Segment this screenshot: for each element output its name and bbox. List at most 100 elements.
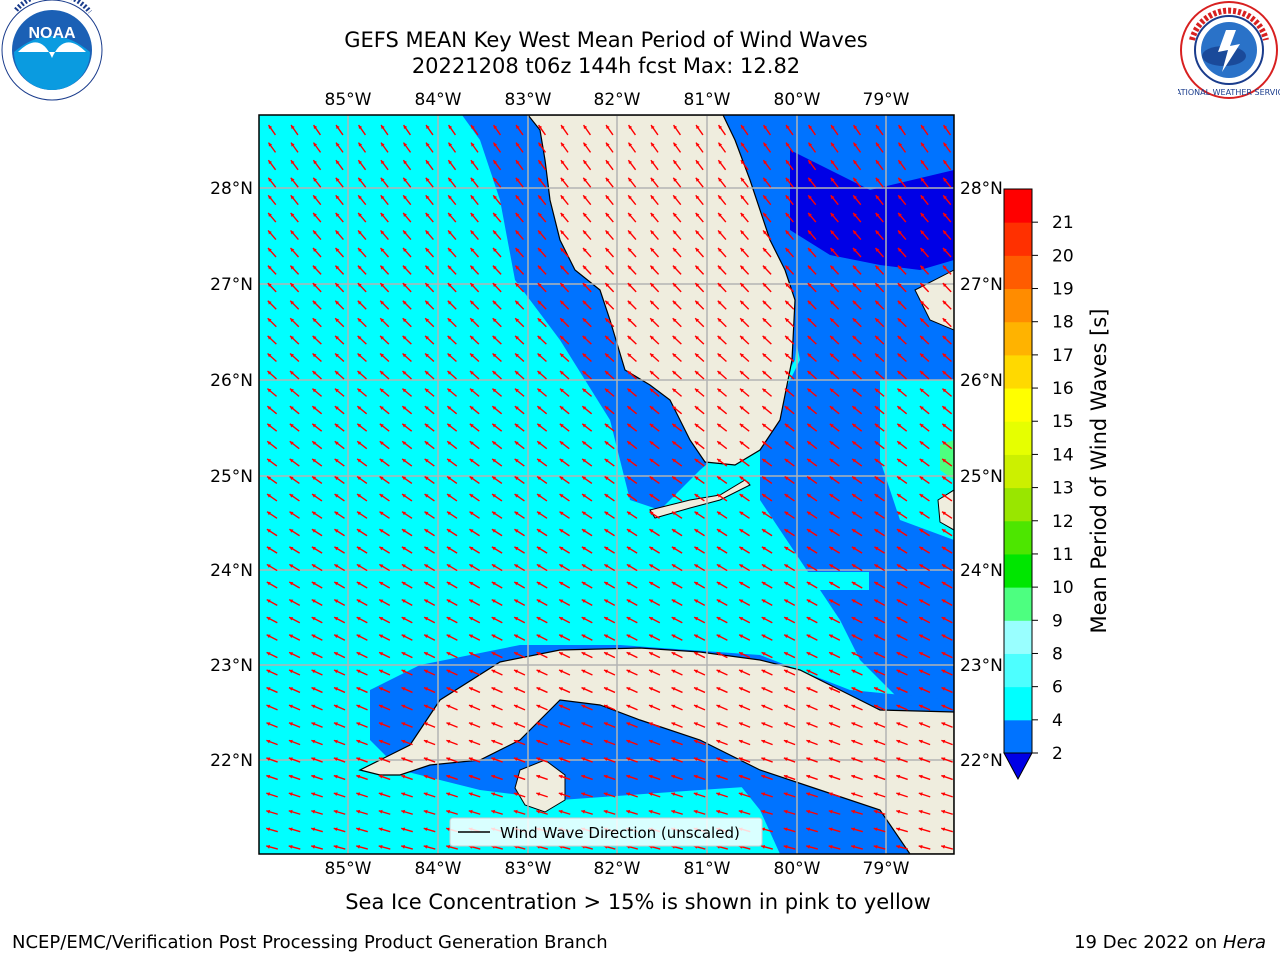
wave-arrow-head xyxy=(334,599,339,603)
wave-arrow-head xyxy=(671,792,676,797)
wave-arrow-head xyxy=(312,318,317,323)
wave-arrow-head xyxy=(806,704,811,709)
wave-zone-cyan-cut xyxy=(880,380,954,540)
wave-arrow-head xyxy=(718,230,722,235)
wave-arrow-head xyxy=(583,177,587,182)
wave-arrow-head xyxy=(649,406,654,410)
wave-arrow-head xyxy=(851,582,856,586)
wave-arrow-head xyxy=(605,300,610,305)
wave-arrow-head xyxy=(851,669,856,674)
wave-arrow-head xyxy=(423,704,428,709)
wave-arrow-head xyxy=(808,230,812,235)
wave-arrow-head xyxy=(763,248,767,252)
wave-arrow-head xyxy=(808,248,812,252)
wave-arrow-head xyxy=(491,599,496,603)
wave-arrow-head xyxy=(379,652,384,656)
wave-arrow-head xyxy=(357,441,362,446)
wave-arrow-head xyxy=(267,283,272,288)
lon-label-bottom-79w: 79°W xyxy=(863,859,910,879)
wave-arrow-head xyxy=(357,423,362,428)
wave-arrow-head xyxy=(852,335,857,340)
wave-arrow-head xyxy=(493,212,497,217)
wave-arrow-head xyxy=(941,634,946,639)
wave-arrow-head xyxy=(628,142,633,147)
wave-arrow-head xyxy=(920,177,925,182)
wave-arrow-head xyxy=(896,739,901,744)
wave-arrow-head xyxy=(761,617,766,621)
wave-arrow-head xyxy=(806,546,811,551)
wave-arrow-head xyxy=(266,757,271,761)
wave-arrow-head xyxy=(626,564,631,568)
wave-arrow-head xyxy=(627,265,632,270)
wave-arrow-head xyxy=(401,652,406,656)
wave-arrow-head xyxy=(335,212,340,217)
wave-arrow-head xyxy=(761,722,766,726)
wave-arrow-head xyxy=(806,634,811,639)
wave-arrow-head xyxy=(785,142,790,147)
wave-arrow-head xyxy=(718,177,722,182)
wave-arrow-head xyxy=(515,300,520,305)
wave-arrow-head xyxy=(920,265,925,270)
wave-arrow-head xyxy=(648,704,653,709)
wave-arrow-head xyxy=(582,283,587,288)
wave-arrow-head xyxy=(468,809,473,814)
wave-arrow-head xyxy=(740,335,745,340)
wave-arrow-head xyxy=(852,423,857,428)
wave-arrow-head xyxy=(491,687,496,691)
wave-arrow-head xyxy=(897,458,902,463)
wave-arrow-head xyxy=(447,494,452,498)
colorbar-segment xyxy=(1004,653,1032,688)
wave-arrow-head xyxy=(897,283,902,288)
wave-arrow-head xyxy=(401,792,406,797)
wave-arrow-head xyxy=(312,353,317,358)
wave-arrow-head xyxy=(470,230,475,235)
wave-arrow-head xyxy=(919,529,924,533)
wave-arrow-head xyxy=(875,335,880,340)
wave-arrow-head xyxy=(514,406,519,410)
wave-arrow-head xyxy=(921,125,925,130)
wave-arrow-head xyxy=(581,599,586,603)
wave-arrow-head xyxy=(806,809,811,814)
wave-arrow-head xyxy=(424,423,429,428)
wave-arrow-head xyxy=(582,406,587,410)
wave-arrow-head xyxy=(290,335,295,340)
wave-arrow-head xyxy=(560,318,565,323)
wave-arrow-head xyxy=(356,582,361,586)
wave-arrow-head xyxy=(290,212,295,217)
wave-arrow-head xyxy=(424,458,429,463)
wave-arrow-head xyxy=(853,160,858,165)
wave-arrow-head xyxy=(492,300,497,305)
wave-arrow-head xyxy=(830,265,835,270)
wave-arrow-head xyxy=(806,739,811,744)
wave-arrow-head xyxy=(853,248,857,252)
lat-label-left-28n: 28°N xyxy=(210,179,253,199)
wave-arrow-head xyxy=(334,406,339,410)
wave-arrow-head xyxy=(536,599,541,603)
wave-arrow-head xyxy=(515,142,520,147)
wave-arrow-head xyxy=(492,335,497,340)
wave-arrow-head xyxy=(829,669,834,674)
wave-arrow-head xyxy=(626,757,631,761)
wave-arrow-head xyxy=(785,318,790,323)
wave-arrow-head xyxy=(559,529,564,533)
wave-arrow-head xyxy=(403,248,407,252)
wave-arrow-head xyxy=(807,283,812,288)
wave-arrow-head xyxy=(761,529,766,533)
wave-arrow-head xyxy=(313,230,317,235)
wave-arrow-head xyxy=(313,125,318,130)
wave-arrow-head xyxy=(919,458,924,463)
wave-arrow-head xyxy=(358,248,362,252)
wave-arrow-head xyxy=(491,529,496,533)
wave-arrow-head xyxy=(447,458,452,463)
wave-arrow-head xyxy=(335,300,340,305)
wave-direction-arrows xyxy=(266,124,953,850)
wave-arrow-head xyxy=(381,125,385,130)
wave-arrow-head xyxy=(852,300,857,305)
wave-arrow-head xyxy=(469,564,474,568)
wave-arrow-head xyxy=(515,230,520,235)
wave-arrow-head xyxy=(626,599,631,603)
wave-arrow-head xyxy=(560,212,565,217)
wave-arrow-head xyxy=(267,511,271,516)
wave-arrow-head xyxy=(605,335,610,340)
wave-arrow-head xyxy=(448,142,453,147)
